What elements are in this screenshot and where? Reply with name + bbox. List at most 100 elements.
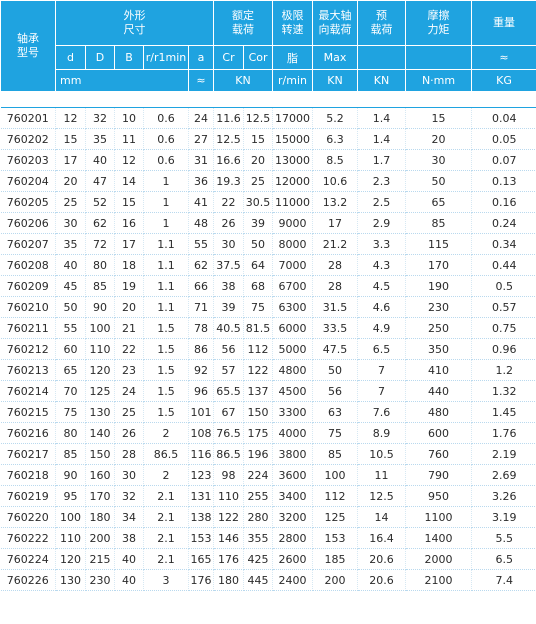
table-cell: 200 xyxy=(85,527,115,549)
table-cell: 17000 xyxy=(272,107,314,129)
table-cell: 32 xyxy=(114,485,144,507)
header-preload: 预 载荷 xyxy=(357,0,407,46)
table-cell: 0.6 xyxy=(143,107,189,129)
table-cell: 85 xyxy=(85,275,115,297)
table-cell: 23 xyxy=(114,359,144,381)
table-row: 760216 80 140 26 2 108 76.5 175 4000 75 8.9 600 1.76 xyxy=(0,422,536,444)
table-row: 760219 95 170 32 2.1 131 110 255 3400 112 12.5 950 3… xyxy=(0,485,536,507)
table-cell: 4500 xyxy=(272,380,314,402)
table-cell: 255 xyxy=(243,485,274,507)
table-cell: 12 xyxy=(55,107,86,129)
table-row: 760201 12 32 10 0.6 24 11.6 12.5 17000 5.2 1.4 15 0.… xyxy=(0,107,536,129)
table-cell: 12.5 xyxy=(243,107,274,129)
table-cell: 1.5 xyxy=(143,317,189,339)
table-cell: 7000 xyxy=(272,254,314,276)
table-cell: 110 xyxy=(85,338,115,360)
sub-header-cor: Cor xyxy=(243,45,274,70)
cell-model: 760219 xyxy=(0,485,56,507)
table-cell: 22 xyxy=(114,338,144,360)
table-cell: 41 xyxy=(188,191,215,213)
table-row: 760211 55 100 21 1.5 78 40.5 81.5 6000 33.5 4.9 250… xyxy=(0,317,536,339)
table-cell: 2.1 xyxy=(143,506,189,528)
table-cell: 35 xyxy=(85,128,115,150)
table-cell: 47 xyxy=(85,170,115,192)
table-cell: 120 xyxy=(85,359,115,381)
table-cell: 50 xyxy=(312,359,359,381)
table-cell: 3 xyxy=(143,569,189,591)
table-cell: 17 xyxy=(312,212,359,234)
table-cell: 146 xyxy=(213,527,245,549)
table-cell: 63 xyxy=(312,401,359,423)
table-cell: 9000 xyxy=(272,212,314,234)
table-row: 760209 45 85 19 1.1 66 38 68 6700 28 4.5 190 0.5 xyxy=(0,275,536,297)
sub-header-d: d xyxy=(55,45,86,70)
cell-model: 760207 xyxy=(0,233,56,255)
table-cell: 355 xyxy=(243,527,274,549)
table-cell: 2600 xyxy=(272,548,314,570)
table-row: 760212 60 110 22 1.5 86 56 112 5000 47.5 6.5 350 0.9… xyxy=(0,338,536,360)
table-row: 760218 90 160 30 2 123 98 224 3600 100 11 790 2.69 xyxy=(0,464,536,486)
table-cell: 11.6 xyxy=(213,107,245,129)
cell-model: 760205 xyxy=(0,191,56,213)
table-cell: 2.19 xyxy=(471,443,536,465)
table-cell: 40.5 xyxy=(213,317,245,339)
table-cell: 11000 xyxy=(272,191,314,213)
table-row: 760202 15 35 11 0.6 27 12.5 15 15000 6.3 1.4 20 0.05 xyxy=(0,128,536,150)
table-cell: 2800 xyxy=(272,527,314,549)
sub-header-a: a xyxy=(187,45,215,70)
table-cell: 1.4 xyxy=(357,128,407,150)
table-cell: 137 xyxy=(243,380,274,402)
table-cell: 40 xyxy=(114,548,144,570)
table-cell: 12.5 xyxy=(357,485,407,507)
table-cell: 3600 xyxy=(272,464,314,486)
table-cell: 170 xyxy=(85,485,115,507)
table-cell: 30 xyxy=(55,212,86,234)
table-cell: 140 xyxy=(85,422,115,444)
table-cell: 0.05 xyxy=(471,128,536,150)
table-cell: 55 xyxy=(55,317,86,339)
table-cell: 75 xyxy=(243,296,274,318)
table-cell: 0.07 xyxy=(471,149,536,171)
unit-mm: mm xyxy=(55,69,189,92)
table-cell: 30.5 xyxy=(243,191,274,213)
table-cell: 75 xyxy=(55,401,86,423)
table-cell: 35 xyxy=(55,233,86,255)
table-row: 760222 110 200 38 2.1 153 146 355 2800 153 16.4 140… xyxy=(0,527,536,549)
cell-model: 760210 xyxy=(0,296,56,318)
cell-model: 760214 xyxy=(0,380,56,402)
cell-model: 760209 xyxy=(0,275,56,297)
table-cell: 1.32 xyxy=(471,380,536,402)
table-cell: 45 xyxy=(55,275,86,297)
table-cell: 90 xyxy=(85,296,115,318)
cell-model: 760220 xyxy=(0,506,56,528)
header-dimensions: 外形 尺寸 xyxy=(54,0,215,46)
table-cell: 0.34 xyxy=(471,233,536,255)
table-cell: 1400 xyxy=(405,527,473,549)
table-cell: 26 xyxy=(213,212,245,234)
unit-kn-preload: KN xyxy=(357,69,407,92)
table-cell: 1.45 xyxy=(471,401,536,423)
table-cell: 1100 xyxy=(405,506,473,528)
table-cell: 138 xyxy=(188,506,215,528)
table-cell: 11 xyxy=(114,128,144,150)
table-cell: 33.5 xyxy=(312,317,359,339)
table-cell: 71 xyxy=(188,296,215,318)
table-cell: 30 xyxy=(405,149,473,171)
table-cell: 1.1 xyxy=(143,233,189,255)
table-cell: 13000 xyxy=(272,149,314,171)
table-cell: 215 xyxy=(85,548,115,570)
table-cell: 64 xyxy=(243,254,274,276)
table-cell: 196 xyxy=(243,443,274,465)
table-cell: 1.5 xyxy=(143,338,189,360)
table-cell: 30 xyxy=(213,233,245,255)
table-cell: 76.5 xyxy=(213,422,245,444)
table-cell: 6.5 xyxy=(357,338,407,360)
table-cell: 131 xyxy=(188,485,215,507)
table-cell: 81.5 xyxy=(243,317,274,339)
table-cell: 47.5 xyxy=(312,338,359,360)
table-cell: 31.5 xyxy=(312,296,359,318)
table-cell: 24 xyxy=(114,380,144,402)
table-cell: 1.7 xyxy=(357,149,407,171)
table-cell: 1.1 xyxy=(143,296,189,318)
cell-model: 760216 xyxy=(0,422,56,444)
